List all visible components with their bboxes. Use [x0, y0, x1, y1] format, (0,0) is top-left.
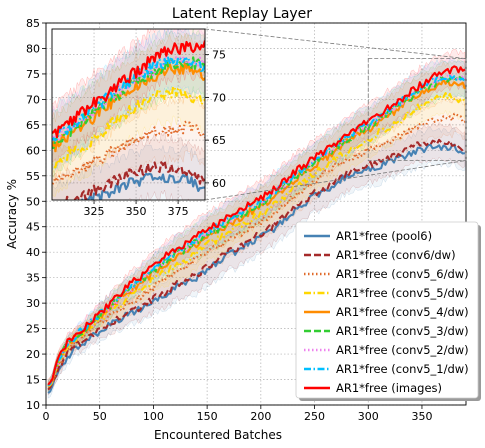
main-y-tick-label: 45	[26, 221, 40, 234]
main-y-tick-label: 40	[26, 246, 40, 259]
main-series-line-1	[47, 143, 466, 394]
inset-series-line-9	[52, 40, 205, 139]
main-y-tick-label: 55	[26, 170, 40, 183]
inset-plot: 325 350 375 60 65 70 75	[51, 28, 226, 218]
inset-series-line-2	[65, 159, 205, 200]
main-y-tick-label: 15	[26, 374, 40, 387]
main-y-tick-label: 65	[26, 119, 40, 132]
main-band-1	[47, 127, 466, 399]
main-y-tick-label: 35	[26, 272, 40, 285]
main-series-line-4	[47, 92, 466, 388]
inset-series-line-3	[52, 120, 205, 187]
zoom-connector-top	[204, 28, 467, 60]
legend-label-8: AR1*free (conv5_1/dw)	[336, 362, 469, 376]
inset-x-tick-label: 350	[126, 205, 147, 218]
main-x-tick-label: 50	[93, 410, 107, 423]
inset-band-1	[52, 143, 205, 200]
zoom-region-box	[367, 58, 467, 161]
main-series-line-9	[47, 65, 466, 386]
inset-series-area	[52, 29, 205, 200]
main-series-area	[47, 48, 466, 399]
main-series-line-3	[47, 112, 466, 388]
inset-band-3	[52, 92, 205, 200]
legend-label-9: AR1*free (images)	[336, 381, 442, 395]
main-x-tick-label: 350	[411, 410, 432, 423]
legend-label-4: AR1*free (conv5_5/dw)	[336, 286, 469, 300]
inset-y-tick-label: 75	[212, 49, 226, 62]
main-x-tick-label: 0	[43, 410, 50, 423]
main-y-tick-label: 75	[26, 68, 40, 81]
main-plot: 0 50 100 150 200 250 300 350 10 15 20 25 30 35 40 45 50 5…	[26, 17, 467, 423]
main-y-tick-label: 50	[26, 195, 40, 208]
main-y-tick-label: 70	[26, 93, 40, 106]
main-y-tick-label: 60	[26, 144, 40, 157]
inset-y-tick-label: 65	[212, 134, 226, 147]
main-x-tick-label: 150	[197, 410, 218, 423]
legend-label-1: AR1*free (pool6)	[336, 229, 432, 243]
inset-x-tick-label: 375	[168, 205, 189, 218]
zoom-connector-bottom	[204, 160, 467, 201]
inset-series-line-1	[80, 172, 205, 200]
legend-box	[295, 221, 479, 399]
inset-band-6	[52, 29, 205, 178]
inset-series-line-4	[52, 85, 205, 169]
inset-y-tick-label: 60	[212, 177, 226, 190]
main-band-8	[47, 58, 466, 392]
chart-title: Latent Replay Layer	[172, 6, 312, 22]
main-x-tick-label: 200	[250, 410, 271, 423]
zoom-connector-lines	[204, 28, 467, 201]
main-y-tick-label: 80	[26, 42, 40, 55]
legend: AR1*free (pool6) AR1*free (conv6/dw) AR1*f…	[295, 221, 481, 401]
main-y-tick-label: 10	[26, 399, 40, 412]
legend-label-2: AR1*free (conv6/dw)	[336, 248, 456, 262]
main-x-tick-label: 300	[358, 410, 379, 423]
x-axis-label: Encountered Batches	[154, 428, 282, 442]
y-axis-label: Accuracy %	[5, 179, 19, 249]
legend-label-3: AR1*free (conv5_6/dw)	[336, 267, 469, 281]
main-series-line-2	[47, 138, 466, 391]
main-x-tick-label: 250	[304, 410, 325, 423]
legend-label-5: AR1*free (conv5_4/dw)	[336, 305, 469, 319]
inset-frame	[51, 28, 206, 201]
inset-x-tick-label: 325	[84, 205, 105, 218]
inset-y-tick-label: 70	[212, 91, 226, 104]
main-y-tick-label: 85	[26, 17, 40, 30]
main-y-tick-label: 30	[26, 297, 40, 310]
main-frame	[45, 22, 467, 406]
main-y-tick-label: 20	[26, 348, 40, 361]
legend-label-7: AR1*free (conv5_2/dw)	[336, 343, 469, 357]
main-y-tick-label: 25	[26, 323, 40, 336]
main-x-tick-label: 100	[143, 410, 164, 423]
legend-label-6: AR1*free (conv5_3/dw)	[336, 324, 469, 338]
